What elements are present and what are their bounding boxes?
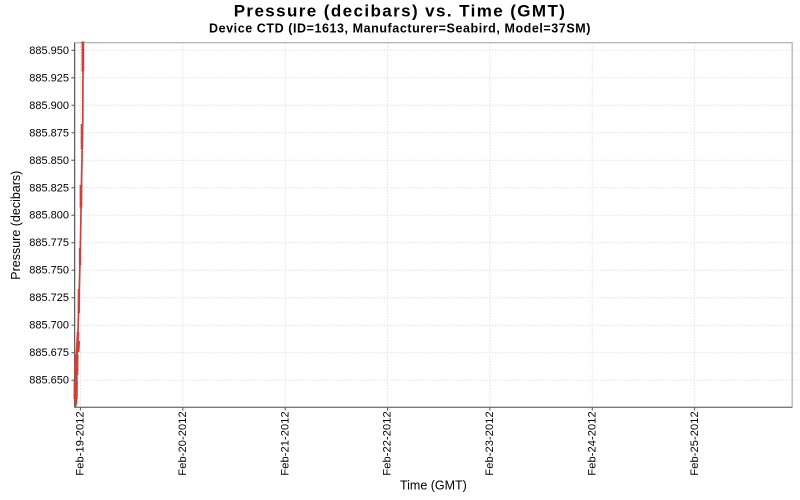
svg-text:Time (GMT): Time (GMT) <box>400 479 467 493</box>
svg-text:885.950: 885.950 <box>29 45 69 57</box>
svg-text:Feb-19-2012: Feb-19-2012 <box>75 411 87 475</box>
svg-text:Feb-21-2012: Feb-21-2012 <box>279 411 291 475</box>
svg-text:Feb-23-2012: Feb-23-2012 <box>484 411 496 475</box>
svg-text:Feb-25-2012: Feb-25-2012 <box>689 411 701 475</box>
svg-text:885.825: 885.825 <box>29 182 69 194</box>
svg-text:885.775: 885.775 <box>29 237 69 249</box>
svg-text:885.900: 885.900 <box>29 100 69 112</box>
svg-text:Feb-22-2012: Feb-22-2012 <box>382 411 394 475</box>
svg-text:Device CTD (ID=1613, Manufactu: Device CTD (ID=1613, Manufacturer=Seabir… <box>209 22 591 36</box>
svg-text:885.850: 885.850 <box>29 155 69 167</box>
svg-text:885.725: 885.725 <box>29 292 69 304</box>
svg-text:Pressure (decibars): Pressure (decibars) <box>9 171 23 280</box>
svg-text:885.925: 885.925 <box>29 72 69 84</box>
svg-text:885.750: 885.750 <box>29 265 69 277</box>
svg-text:885.650: 885.650 <box>29 375 69 387</box>
svg-text:885.875: 885.875 <box>29 127 69 139</box>
svg-text:Feb-24-2012: Feb-24-2012 <box>586 411 598 475</box>
svg-text:Pressure (decibars) vs. Time (: Pressure (decibars) vs. Time (GMT) <box>234 2 567 21</box>
svg-text:885.800: 885.800 <box>29 210 69 222</box>
svg-text:Feb-20-2012: Feb-20-2012 <box>177 411 189 475</box>
svg-text:885.675: 885.675 <box>29 347 69 359</box>
svg-text:885.700: 885.700 <box>29 320 69 332</box>
